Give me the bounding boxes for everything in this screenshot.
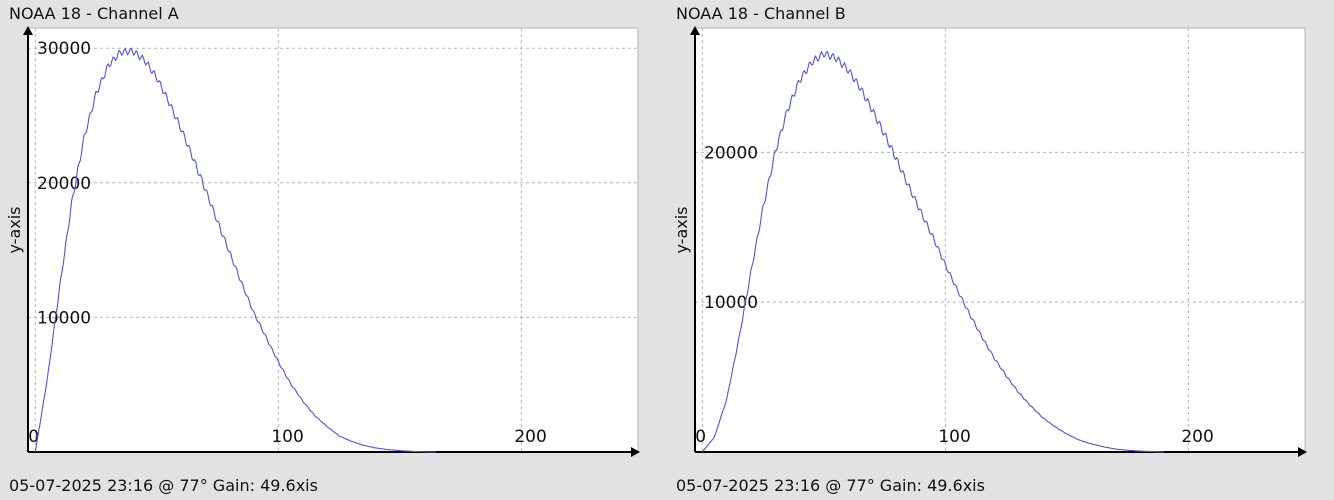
channel-b-y-tick-label-1: 20000 [704,143,758,163]
channel-a-y-axis-title: y-axis [5,206,24,253]
channel-a-y-axis-arrow [23,26,33,35]
channel-a-panel: NOAA 18 - Channel A 0 100 200 10000 20000 300… [5,4,640,495]
channel-b-plot-area [695,28,1305,452]
channel-b-y-axis-arrow [690,26,700,35]
channel-b-title: NOAA 18 - Channel B [676,4,846,23]
channel-a-x-tick-label-1: 100 [271,427,303,447]
channel-b-y-axis-title: y-axis [672,206,691,253]
channel-b-x-tick-label-1: 100 [938,427,970,447]
channel-b-chart: 0 100 200 10000 20000 y-axis [672,26,1307,457]
channel-b-panel: NOAA 18 - Channel B 0 100 200 10000 20000 y-a… [667,0,1334,500]
channel-b-footer-text: 05-07-2025 23:16 @ 77° Gain: 49.6 [676,476,963,495]
channel-a-chart: 0 100 200 10000 20000 30000 y-axis [5,26,640,457]
channel-a-plot-area [28,28,638,452]
channel-a-y-tick-label-2: 30000 [37,39,91,59]
channel-b-y-tick-label-0: 10000 [704,293,758,313]
channel-b-x-tick-label-2: 200 [1181,427,1213,447]
channel-b-x-tick-label-0: 0 [695,427,706,447]
channel-b-x-axis-arrow [1298,447,1307,457]
channel-a-x-tick-label-0: 0 [28,427,39,447]
channel-a-series-line-0 [34,47,437,453]
channel-a-x-axis-arrow [631,447,640,457]
channel-b-footer: 05-07-2025 23:16 @ 77° Gain: 49.6xis [676,476,985,495]
channel-b-footer-suffix: xis [962,476,985,495]
channel-a-x-tick-label-2: 200 [514,427,546,447]
channel-b-series-line-0 [701,50,1164,453]
channel-a-footer-text: 05-07-2025 23:16 @ 77° Gain: 49.6 [9,476,296,495]
channel-a-y-tick-label-1: 20000 [37,174,91,194]
channel-a-title: NOAA 18 - Channel A [9,4,179,23]
channel-a-footer-suffix: xis [295,476,318,495]
channel-a-y-tick-label-0: 10000 [37,308,91,328]
channel-a-footer: 05-07-2025 23:16 @ 77° Gain: 49.6xis [9,476,318,495]
